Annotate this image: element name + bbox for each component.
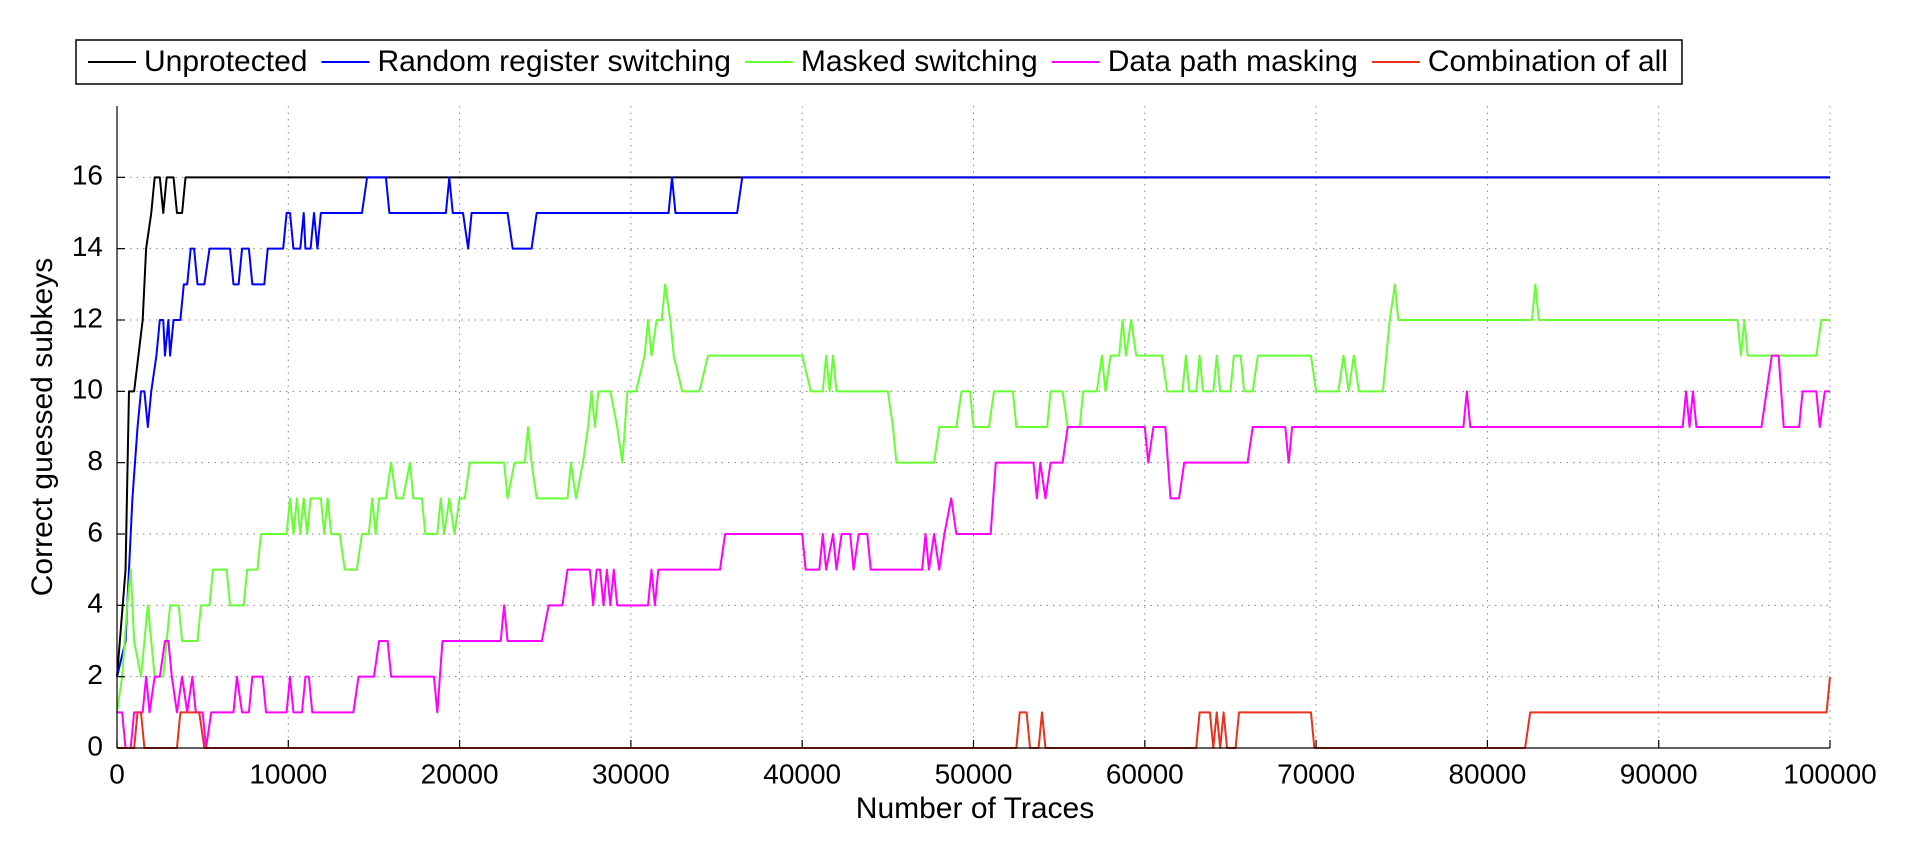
x-tick-label: 40000 <box>763 758 841 789</box>
y-tick-label: 6 <box>87 516 103 547</box>
x-tick-label: 80000 <box>1448 758 1526 789</box>
series-line <box>116 176 1830 677</box>
x-tick-label: 60000 <box>1106 758 1184 789</box>
y-tick-label: 4 <box>87 588 103 619</box>
x-axis-label: Number of Traces <box>856 792 1094 825</box>
x-tick-label: 90000 <box>1620 758 1698 789</box>
y-axis-label: Correct guessed subkeys <box>26 258 59 597</box>
legend: Unprotected Random register switching Mask… <box>75 39 1683 85</box>
y-tick-label: 2 <box>87 659 103 690</box>
y-tick-label: 14 <box>72 231 103 262</box>
x-tick-label: 10000 <box>249 758 327 789</box>
legend-label: Masked switching <box>801 45 1038 78</box>
x-tick-label: 0 <box>109 758 125 789</box>
y-tick-label: 10 <box>72 374 103 405</box>
series-line <box>116 283 1830 713</box>
legend-label: Unprotected <box>144 45 307 78</box>
x-tick-label: 50000 <box>935 758 1013 789</box>
x-tick-label: 70000 <box>1277 758 1355 789</box>
axes: 0 2 4 6 8 10 12 14 16 0 10000 20000 30000 40000 50000 6… <box>72 106 1877 789</box>
y-tick-label: 12 <box>72 302 103 333</box>
y-tick-label: 16 <box>72 160 103 191</box>
series-line <box>116 176 1830 677</box>
legend-label: Data path masking <box>1108 45 1358 78</box>
y-tick-label: 8 <box>87 445 103 476</box>
series-line <box>117 354 1830 749</box>
y-tick-label: 0 <box>87 730 103 761</box>
legend-label: Random register switching <box>377 45 730 78</box>
x-tick-label: 20000 <box>421 758 499 789</box>
x-tick-label: 30000 <box>592 758 670 789</box>
legend-label: Combination of all <box>1428 45 1668 78</box>
x-tick-label: 100000 <box>1783 758 1876 789</box>
